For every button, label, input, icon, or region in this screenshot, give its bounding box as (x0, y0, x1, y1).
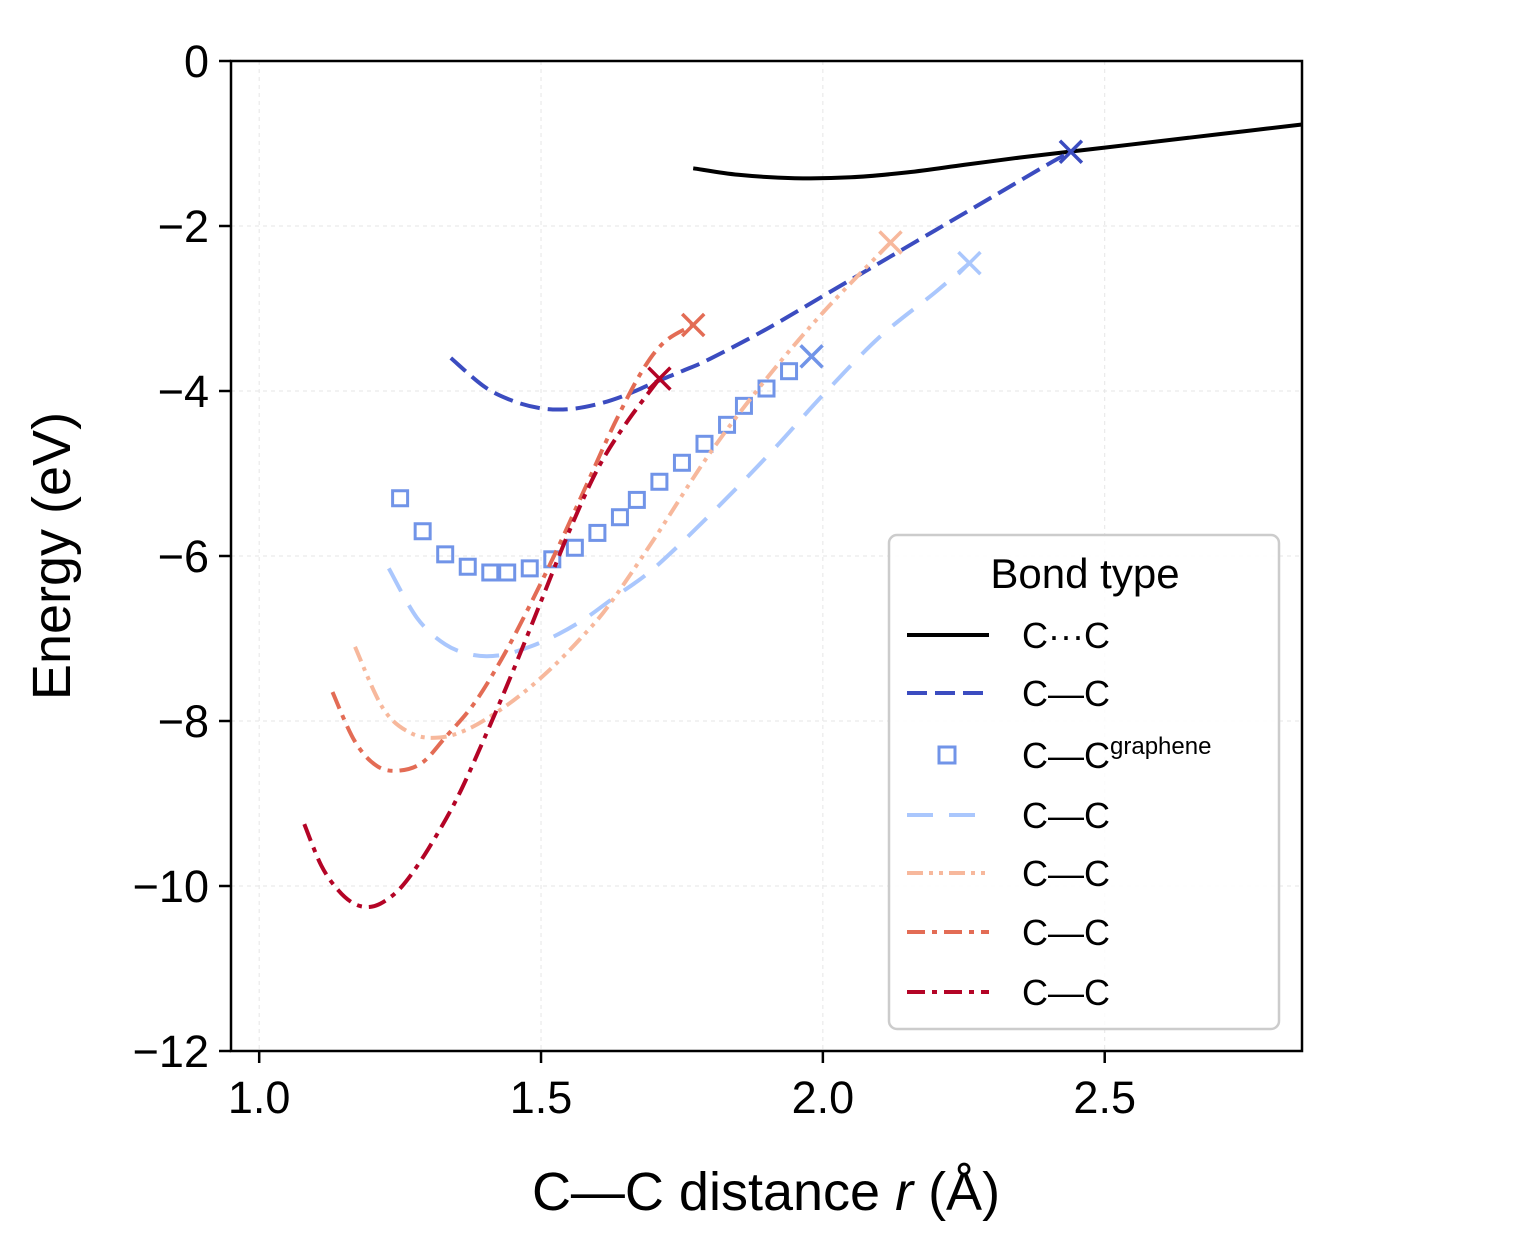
x-tick-label: 1.5 (510, 1072, 573, 1123)
x-tick-label: 2.0 (792, 1072, 855, 1123)
y-tick-label: −2 (158, 201, 209, 252)
series-line (353, 241, 892, 740)
data-point (391, 489, 410, 508)
data-point (481, 563, 500, 582)
legend-box (887, 533, 1281, 1031)
data-point (498, 563, 517, 582)
series-end-marker (647, 366, 672, 391)
series-line (330, 323, 695, 773)
series-end-marker (957, 250, 982, 276)
data-point (718, 415, 737, 434)
data-point (734, 396, 753, 415)
legend-label: C—C (1022, 912, 1110, 953)
data-point (780, 362, 799, 381)
series-layer (302, 122, 1303, 910)
data-point (672, 453, 691, 472)
y-tick-label: −4 (158, 366, 209, 417)
series-line (387, 261, 971, 659)
legend-label: C—C (1022, 673, 1110, 714)
legend-label: C—C (1022, 795, 1110, 836)
series-end-marker (878, 230, 903, 255)
y-tick-label: 0 (184, 36, 209, 87)
y-tick-label: −12 (133, 1026, 209, 1077)
legend-label: C—C (1022, 853, 1110, 894)
legend: Bond type C···C C—C C—Cgraphene C—C C—C C—C C—… (887, 533, 1281, 1031)
legend-title: Bond type (990, 550, 1179, 597)
y-tick-label: −8 (158, 696, 209, 747)
data-point (436, 545, 455, 564)
x-tick-label: 2.5 (1073, 1072, 1136, 1123)
legend-label: C—Cgraphene (1022, 733, 1211, 776)
y-axis-title: Energy (eV) (22, 412, 82, 700)
series-line (449, 150, 1072, 412)
series-line (692, 122, 1303, 181)
legend-marker (937, 745, 957, 765)
series-end-marker (680, 312, 706, 338)
data-point (627, 490, 646, 509)
data-point (413, 522, 432, 541)
x-axis-title: C—C distance r (Å) (532, 1162, 1000, 1222)
y-tick-label: −10 (133, 861, 209, 912)
data-point (757, 379, 776, 398)
data-point (650, 472, 669, 491)
data-point (588, 523, 607, 542)
legend-label: C—C (1022, 972, 1110, 1013)
x-tick-label: 1.0 (228, 1072, 291, 1123)
legend-entries: C···C C—C C—Cgraphene C—C C—C C—C C—C (907, 615, 1211, 1013)
data-point (565, 538, 584, 557)
data-point (520, 559, 539, 578)
series-end-marker (1058, 139, 1084, 164)
data-point (610, 508, 629, 527)
data-point (458, 557, 477, 576)
series-line (302, 377, 662, 910)
series-end-marker (799, 344, 824, 369)
y-tick-label: −6 (158, 531, 209, 582)
x-axis: 1.0 1.5 2.0 2.5 (228, 1051, 1136, 1123)
y-axis: 0 −2 −4 −6 −8 −10 −12 (133, 36, 231, 1077)
data-point (543, 550, 562, 569)
legend-label: C···C (1022, 615, 1110, 656)
data-point (695, 434, 714, 453)
